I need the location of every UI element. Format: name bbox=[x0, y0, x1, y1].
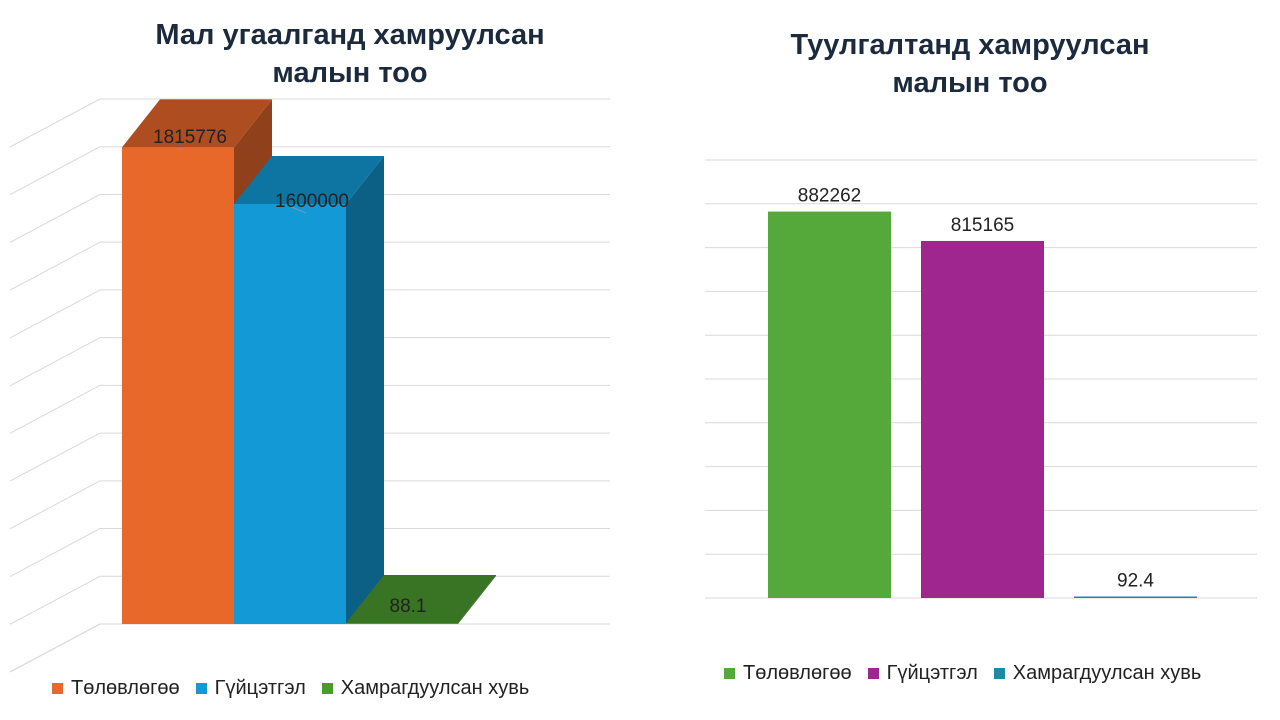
chart-legend-left: Төлөвлөгөө Гүйцэтгэл Хамрагдуулсан хувь bbox=[52, 677, 529, 700]
gridline-diagonal bbox=[9, 480, 101, 530]
legend-swatch-actual bbox=[195, 683, 207, 694]
chart-title-right: Туулгалтанд хамруулсан малын тоо bbox=[790, 29, 1150, 99]
bar-top bbox=[122, 99, 272, 148]
gridline-diagonal bbox=[9, 194, 101, 243]
legend-label-coverage: Хамрагдуулсан хувь bbox=[1012, 662, 1202, 684]
gridline-diagonal bbox=[9, 241, 101, 291]
gridline-diagonal bbox=[9, 384, 101, 434]
legend-swatch-coverage bbox=[321, 683, 333, 694]
gridline-diagonal bbox=[9, 528, 101, 577]
legend-label-plan: Төлөвлөгөө bbox=[743, 662, 852, 684]
data-label: 1815776 bbox=[153, 127, 227, 148]
chart-title-left: Мал угаалганд хамруулсан малын тоо bbox=[155, 19, 545, 89]
data-label: 88.1 bbox=[390, 596, 427, 617]
gridline-diagonal bbox=[9, 289, 101, 339]
legend-label-actual: Гүйцэтгэл bbox=[214, 677, 306, 699]
legend-swatch-plan bbox=[724, 668, 735, 679]
legend-item-coverage: Хамрагдуулсан хувь bbox=[993, 662, 1202, 685]
legend-label-actual: Гүйцэтгэл bbox=[886, 662, 978, 684]
gridline-diagonal bbox=[9, 337, 101, 387]
gridline-diagonal bbox=[9, 98, 101, 148]
legend-swatch-plan bbox=[52, 683, 63, 694]
data-label: 92.4 bbox=[1117, 571, 1154, 592]
bar bbox=[234, 204, 346, 624]
legend-label-coverage: Хамрагдуулсан хувь bbox=[340, 677, 530, 699]
legend-item-actual: Гүйцэтгэл bbox=[867, 662, 978, 685]
legend-swatch-coverage bbox=[993, 668, 1005, 679]
bar-side bbox=[346, 156, 384, 624]
legend-swatch-actual bbox=[867, 668, 879, 679]
bar bbox=[346, 623, 458, 624]
gridline-diagonal bbox=[9, 146, 101, 196]
bar-top bbox=[346, 575, 496, 623]
bar-side bbox=[458, 575, 496, 624]
gridline-diagonal bbox=[9, 575, 101, 625]
data-label: 882262 bbox=[798, 186, 861, 207]
data-label: 1600000 bbox=[275, 191, 349, 212]
legend-item-plan: Төлөвлөгөө bbox=[52, 677, 180, 700]
legend-label-plan: Төлөвлөгөө bbox=[71, 677, 180, 699]
data-label: 815165 bbox=[951, 215, 1014, 236]
chart-legend-right: Төлөвлөгөө Гүйцэтгэл Хамрагдуулсан хувь bbox=[724, 662, 1201, 685]
floor-edge bbox=[9, 623, 101, 673]
bar bbox=[1074, 596, 1197, 598]
bar bbox=[921, 240, 1044, 598]
data-label-leader bbox=[288, 205, 307, 214]
legend-item-coverage: Хамрагдуулсан хувь bbox=[321, 677, 530, 700]
legend-item-actual: Гүйцэтгэл bbox=[195, 677, 306, 700]
bar bbox=[768, 211, 891, 598]
gridline-diagonal bbox=[9, 432, 101, 482]
legend-item-plan: Төлөвлөгөө bbox=[724, 662, 852, 685]
bar-top bbox=[234, 156, 384, 204]
bar bbox=[122, 147, 234, 624]
